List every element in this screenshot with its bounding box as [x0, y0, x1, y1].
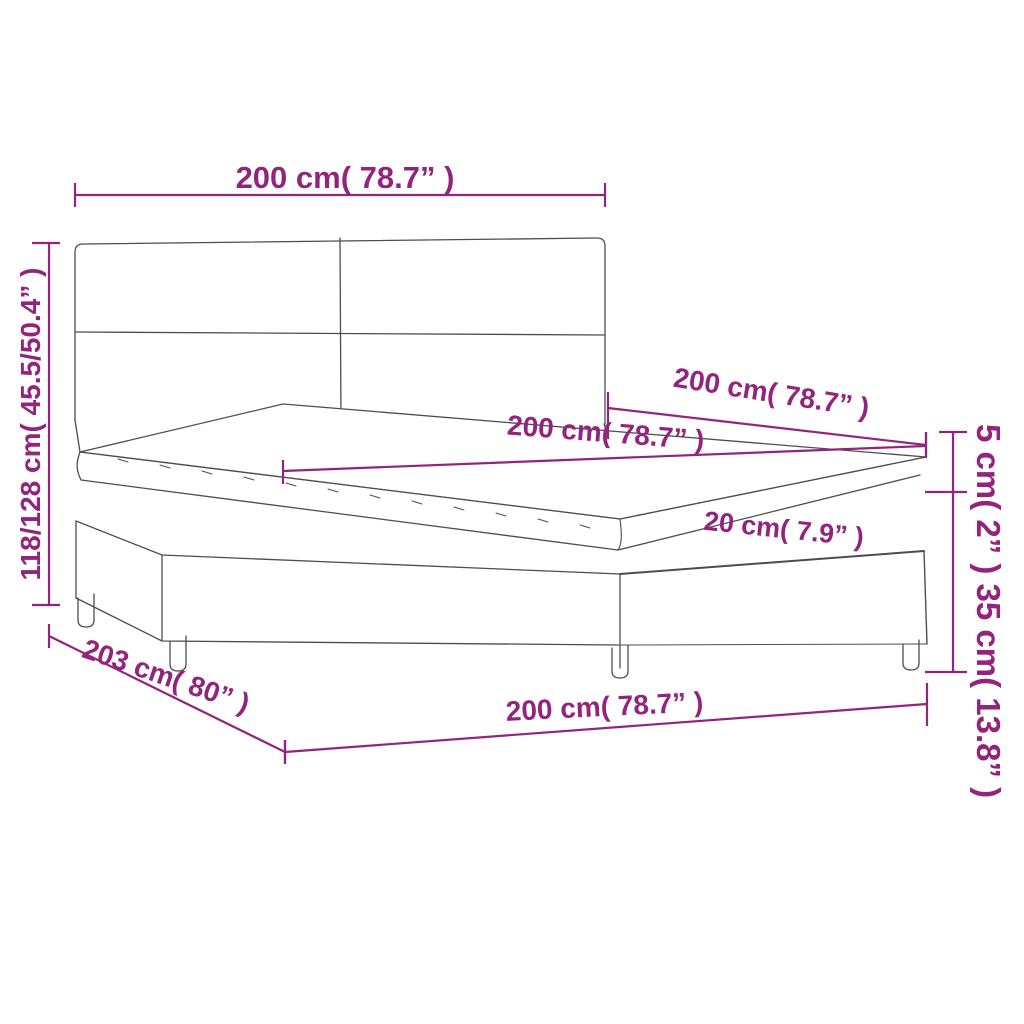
svg-text:200 cm( 78.7” ): 200 cm( 78.7” )	[236, 160, 455, 195]
svg-text:5 cm( 2” ) 35 cm( 13.8” ): 5 cm( 2” ) 35 cm( 13.8” )	[970, 424, 1007, 798]
svg-text:118/128 cm( 45.5/50.4” ): 118/128 cm( 45.5/50.4” )	[15, 268, 46, 581]
